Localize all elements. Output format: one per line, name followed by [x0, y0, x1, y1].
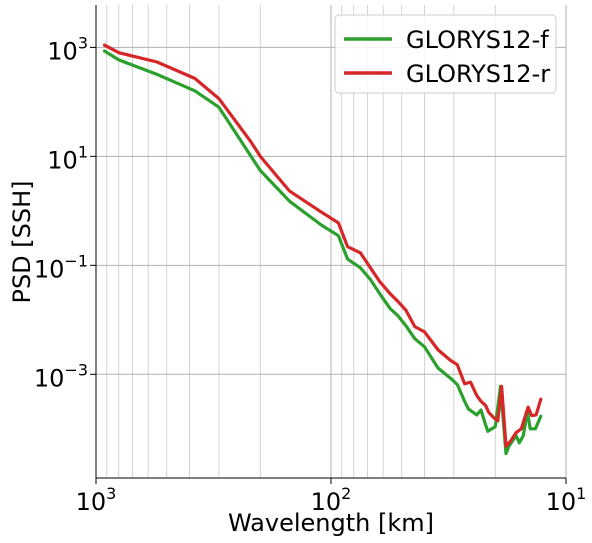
series-line-glorys12-r [102, 43, 543, 448]
y-tick-label: 101 [47, 142, 88, 174]
axes [90, 5, 567, 484]
legend: GLORYS12-f GLORYS12-r [334, 14, 557, 94]
x-tick-label: 101 [546, 484, 587, 516]
legend-label: GLORYS12-f [406, 26, 549, 54]
x-tick-label: 103 [76, 484, 117, 516]
y-tick-label: 10−1 [34, 251, 88, 283]
legend-label: GLORYS12-r [406, 60, 550, 88]
y-tick-label: 103 [47, 33, 88, 65]
x-tick-labels: 103 102 101 [76, 484, 587, 516]
y-tick-labels: 103 101 10−1 10−3 [34, 33, 88, 392]
series-lines [102, 43, 543, 456]
y-tick-label: 10−3 [34, 360, 88, 392]
x-axis-label: Wavelength [km] [228, 509, 434, 537]
y-axis-label: PSD [SSH] [8, 180, 36, 303]
x-tick-label: 102 [311, 484, 352, 516]
